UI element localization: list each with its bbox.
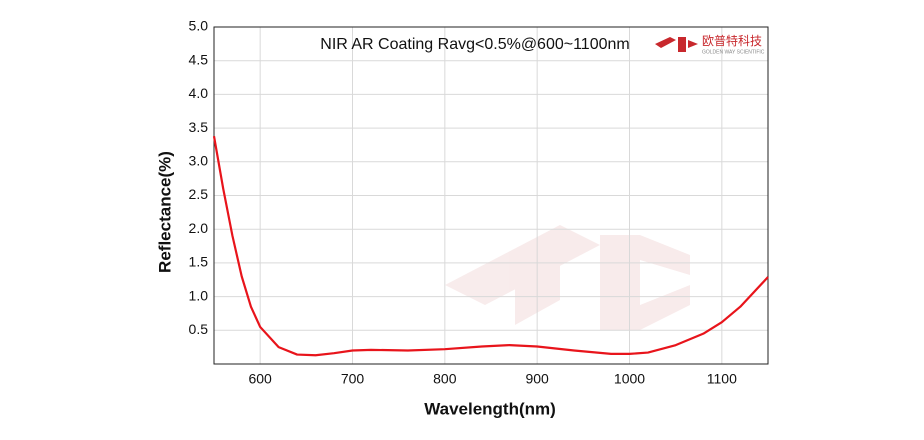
- logo-name: 欧普特科技: [702, 33, 762, 48]
- watermark: [445, 225, 690, 330]
- x-tick-label: 1000: [614, 371, 645, 387]
- y-tick-label: 1.0: [189, 287, 209, 303]
- data-line: [212, 135, 769, 357]
- y-tick-label: 0.5: [189, 321, 209, 337]
- logo: 欧普特科技 GOLDEN WAY SCIENTIFIC: [655, 33, 765, 55]
- y-tick-label: 3.0: [189, 153, 209, 169]
- x-axis-label: Wavelength(nm): [424, 399, 556, 418]
- annotation: NIR AR Coating Ravg<0.5%@600~1100nm: [320, 36, 629, 53]
- x-tick-label: 700: [341, 371, 365, 387]
- x-tick-label: 1100: [707, 371, 737, 387]
- logo-subtitle: GOLDEN WAY SCIENTIFIC: [702, 49, 765, 55]
- x-tick-label: 600: [248, 371, 272, 387]
- y-tick-label: 4.5: [189, 51, 209, 67]
- y-tick-label: 2.0: [189, 220, 209, 236]
- y-tick-label: 2.5: [189, 186, 209, 202]
- x-tick-label: 900: [525, 371, 549, 387]
- y-tick-label: 5.0: [189, 18, 209, 34]
- y-axis-label: Reflectance(%): [155, 151, 174, 273]
- plot-frame: [213, 26, 769, 365]
- y-tick-label: 1.5: [189, 254, 209, 270]
- x-tick-label: 800: [433, 371, 457, 387]
- y-tick-label: 3.5: [189, 119, 209, 135]
- y-tick-label: 4.0: [189, 85, 209, 101]
